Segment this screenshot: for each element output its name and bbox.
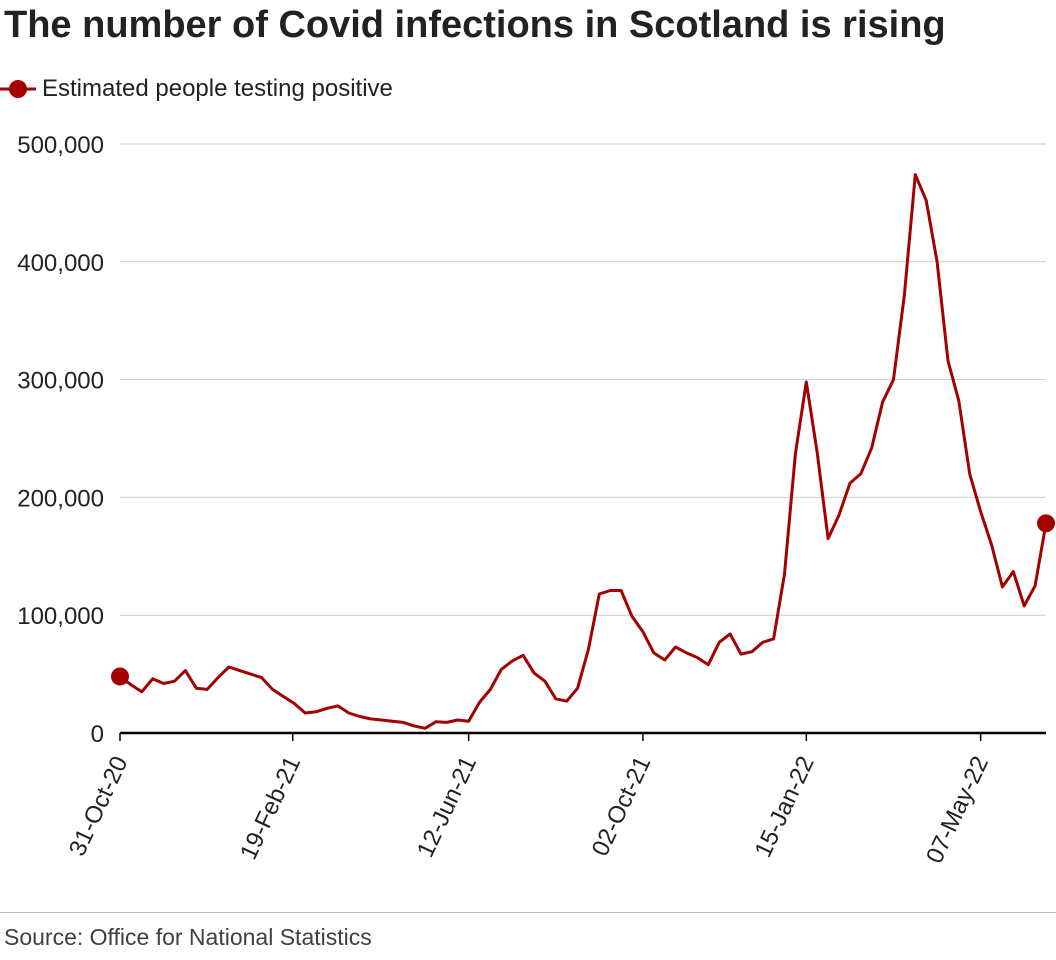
source-note: Source: Office for National Statistics — [4, 924, 372, 950]
line-chart: 0 100,000 200,000 300,000 400,000 500,000 31-O… — [17, 132, 1055, 868]
x-tick-label: 07-May-22 — [921, 752, 994, 867]
y-tick-label: 0 — [91, 721, 104, 748]
x-tick-label: 15-Jan-22 — [750, 752, 820, 861]
y-tick-label: 400,000 — [17, 250, 104, 277]
y-tick-label: 300,000 — [17, 368, 104, 395]
x-tick-label: 02-Oct-21 — [587, 752, 657, 860]
x-tick-label: 19-Feb-21 — [235, 752, 306, 864]
chart-title: The number of Covid infections in Scotla… — [4, 4, 946, 46]
source-divider — [0, 912, 1056, 913]
y-tick-label: 500,000 — [17, 132, 104, 159]
series-line — [119, 173, 1048, 730]
x-tick-label: 12-Jun-21 — [412, 752, 482, 861]
legend-marker-icon — [0, 80, 36, 98]
end-point-marker — [1037, 514, 1055, 533]
x-tick-label: 31-Oct-20 — [64, 752, 134, 860]
y-tick-label: 200,000 — [17, 485, 104, 512]
legend-label: Estimated people testing positive — [42, 75, 393, 102]
legend: Estimated people testing positive — [0, 72, 393, 106]
start-point-marker — [111, 667, 129, 686]
y-tick-label: 100,000 — [17, 603, 104, 630]
